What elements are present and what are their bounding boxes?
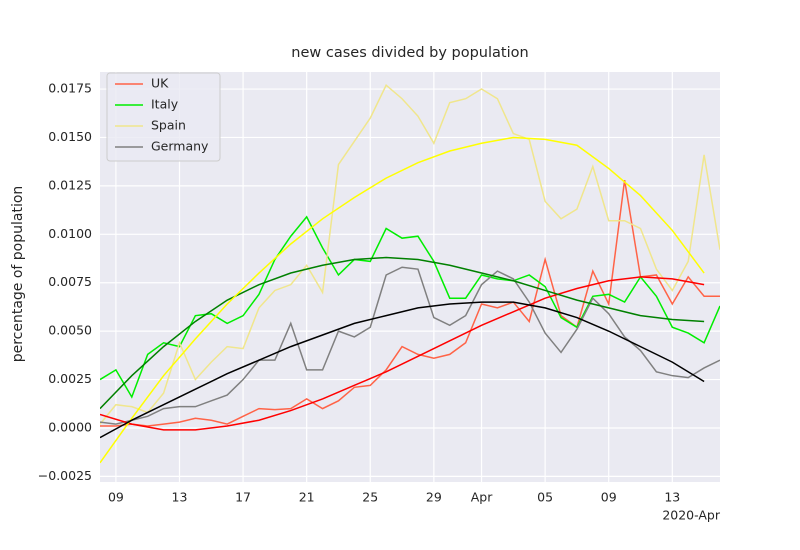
legend-label: Germany: [151, 139, 209, 154]
x-tick-label: Apr: [471, 490, 493, 505]
x-tick-label: 25: [362, 490, 378, 505]
legend-label: UK: [151, 76, 169, 91]
y-tick-label: 0.0075: [48, 274, 92, 289]
fit-line: [100, 256, 705, 410]
series-line: [100, 215, 720, 399]
fit-line: [100, 276, 705, 431]
x-tick-label: 29: [426, 490, 442, 505]
y-tick-label: 0.0100: [48, 226, 92, 241]
x-tick-label: 09: [601, 490, 617, 505]
series-line: [100, 83, 720, 425]
chart-title: new cases divided by population: [291, 45, 528, 61]
y-tick-label: 0.0150: [48, 129, 92, 144]
x-tick-label: 17: [235, 490, 251, 505]
legend-label: Italy: [151, 97, 179, 112]
x-tick-label: 09: [108, 490, 124, 505]
series-line: [100, 179, 720, 427]
y-tick-label: 0.0125: [48, 177, 92, 192]
legend-label: Spain: [151, 118, 186, 133]
fit-line: [100, 136, 705, 464]
y-tick-label: 0.0175: [48, 81, 92, 96]
x-tick-label: 13: [664, 490, 680, 505]
y-tick-label: 0.0000: [48, 419, 92, 434]
y-axis-label: percentage of population: [10, 186, 26, 363]
legend-box: [106, 72, 221, 162]
y-tick-label: 0.0025: [48, 371, 92, 386]
x-tick-label: 21: [299, 490, 315, 505]
x-offset-label: 2020-Apr: [662, 508, 721, 523]
fit-line: [100, 301, 705, 439]
y-tick-label: 0.0050: [48, 323, 92, 338]
y-tick-label: −0.0025: [38, 468, 92, 483]
x-tick-label: 13: [172, 490, 188, 505]
x-tick-label: 05: [537, 490, 553, 505]
series-line: [100, 266, 720, 425]
